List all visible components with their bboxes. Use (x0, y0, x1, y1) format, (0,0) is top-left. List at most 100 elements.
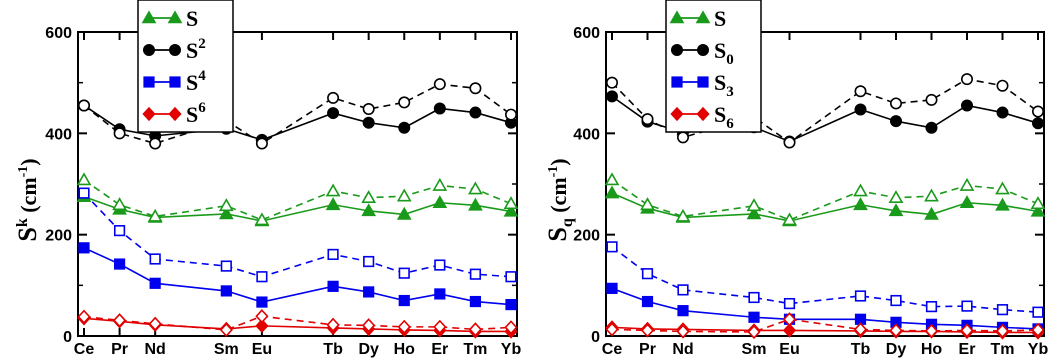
x-tick-label: Ho (394, 341, 416, 358)
data-point (606, 241, 618, 253)
data-point (78, 187, 90, 199)
series-2 (604, 172, 1046, 226)
series-line (83, 83, 512, 145)
data-point (854, 85, 867, 98)
data-point (640, 197, 655, 211)
data-point (782, 312, 797, 327)
y-tick-label: 0 (63, 329, 72, 346)
data-point (640, 323, 655, 338)
data-point (960, 323, 974, 338)
data-point (888, 203, 904, 217)
data-point (468, 197, 483, 211)
data-point (396, 206, 412, 220)
data-point (327, 248, 339, 261)
legend-label: S0 (714, 38, 734, 68)
series-5 (78, 242, 517, 311)
series-5 (606, 282, 1044, 335)
data-point (1032, 105, 1045, 118)
data-point (1030, 196, 1046, 210)
legend-label: S (714, 6, 726, 31)
legend-entry-1: S (669, 6, 726, 31)
x-tick-label: Eu (779, 341, 799, 358)
y-axis-title: Sk (cm-1) (13, 158, 42, 241)
data-point (149, 137, 162, 150)
x-tick-label: Tm (463, 341, 487, 358)
data-point (605, 76, 618, 89)
data-point (148, 316, 162, 332)
data-point (925, 93, 938, 106)
data-point (503, 196, 519, 210)
series-line (83, 315, 512, 331)
data-point (746, 198, 762, 212)
data-point (398, 267, 410, 279)
x-tick-label: Nd (672, 341, 693, 358)
data-point (149, 277, 161, 289)
legend-label: S6 (714, 102, 734, 132)
data-point (255, 137, 268, 150)
y-axis-title: Sq (cm-1) (543, 158, 576, 241)
data-point (853, 197, 868, 211)
data-point (362, 103, 375, 116)
data-point (147, 208, 163, 222)
data-point (996, 79, 1009, 92)
data-point (327, 107, 340, 120)
x-tick-label: Eu (252, 341, 272, 358)
series-6 (606, 241, 1044, 318)
data-point (605, 90, 618, 103)
legend-label: S4 (186, 68, 206, 95)
data-point (256, 271, 268, 283)
data-point (325, 183, 341, 197)
data-point (924, 188, 939, 202)
x-tick-label: Ho (921, 341, 943, 358)
data-point (505, 271, 517, 283)
data-point (854, 290, 867, 302)
data-point (960, 73, 973, 86)
data-point (255, 309, 269, 324)
legend-label: S (186, 6, 198, 31)
data-point (853, 322, 868, 337)
data-point (254, 212, 270, 226)
data-point (996, 106, 1009, 119)
data-point (854, 103, 867, 116)
data-point (924, 206, 939, 220)
data-point (961, 300, 973, 312)
data-point (996, 304, 1009, 316)
data-point (1032, 306, 1044, 318)
data-point (641, 295, 654, 308)
data-point (676, 324, 690, 339)
data-point (398, 121, 411, 134)
data-point (748, 291, 760, 304)
data-point (469, 295, 482, 308)
data-point (398, 96, 411, 109)
series-line (611, 192, 1039, 222)
data-point (888, 190, 904, 203)
x-tick-label: Pr (111, 341, 128, 358)
legend-marker (697, 76, 709, 88)
series-line (611, 179, 1039, 221)
legend-marker (670, 106, 684, 122)
data-point (432, 177, 448, 191)
series-line (83, 195, 512, 222)
series-6 (78, 187, 517, 283)
y-tick-label: 200 (573, 228, 600, 245)
data-point (325, 197, 341, 211)
data-point (889, 97, 902, 110)
legend-marker (168, 106, 182, 122)
data-point (433, 102, 446, 115)
legend-entry-4: S6 (142, 100, 206, 127)
data-point (469, 268, 482, 280)
data-point (959, 195, 975, 209)
data-point (505, 298, 517, 311)
data-point (433, 319, 447, 335)
data-point (432, 195, 448, 209)
x-tick-label: Yb (1028, 341, 1049, 358)
data-point (255, 318, 269, 334)
data-point (782, 323, 797, 338)
data-point (605, 322, 619, 337)
series-line (83, 179, 512, 221)
data-point (363, 286, 375, 298)
data-point (219, 322, 233, 338)
data-point (220, 260, 232, 272)
y-tick-label: 400 (45, 126, 72, 143)
data-point (218, 198, 234, 212)
